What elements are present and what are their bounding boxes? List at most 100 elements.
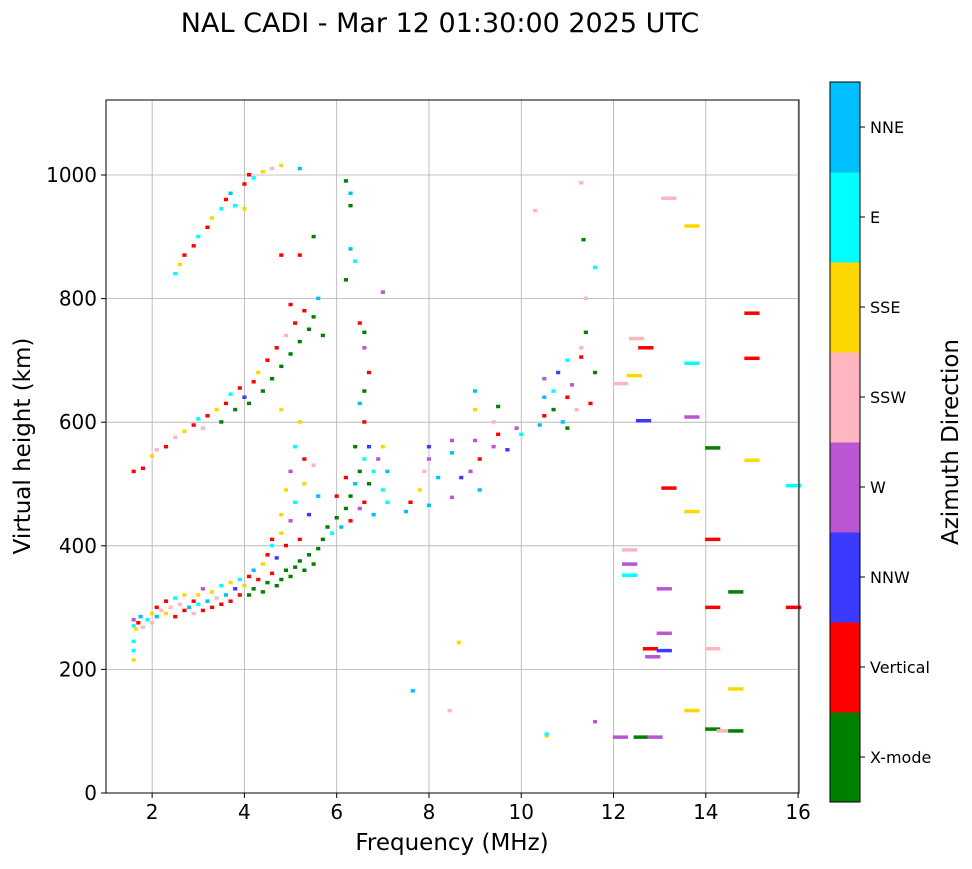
- data-point-vertical: [785, 605, 802, 610]
- data-point-nne: [449, 451, 455, 455]
- data-point-x-mode: [246, 593, 252, 597]
- data-point-x-mode: [219, 420, 224, 424]
- data-point-sse: [163, 611, 169, 616]
- data-point-vertical: [163, 599, 169, 603]
- data-point-vertical: [136, 621, 141, 625]
- data-point-nne: [436, 475, 441, 480]
- data-point-sse: [150, 611, 155, 616]
- data-point-sse: [182, 429, 187, 433]
- data-point-vertical: [223, 197, 229, 202]
- data-point-vertical: [283, 543, 289, 548]
- data-point-w: [357, 506, 362, 511]
- colorbar-tick-label: SSW: [870, 388, 906, 407]
- data-point-ssw: [200, 426, 205, 430]
- data-point-x-mode: [728, 729, 744, 733]
- data-point-e: [519, 432, 524, 437]
- data-point-nne: [410, 689, 415, 693]
- data-point-x-mode: [274, 583, 279, 588]
- data-point-vertical: [638, 346, 654, 350]
- x-tick-label: 14: [693, 800, 718, 824]
- data-point-w: [592, 719, 598, 724]
- data-point-ssw: [214, 596, 219, 600]
- data-point-sse: [380, 444, 385, 449]
- data-point-sse: [242, 583, 247, 588]
- data-point-nne: [228, 191, 233, 196]
- data-point-nne: [186, 605, 192, 610]
- data-point-e: [219, 583, 224, 588]
- data-point-w: [288, 469, 293, 474]
- data-point-w: [380, 290, 385, 294]
- data-point-sse: [177, 262, 182, 267]
- data-point-vertical: [293, 321, 298, 325]
- data-point-e: [219, 206, 224, 211]
- data-point-e: [684, 361, 700, 365]
- data-point-w: [656, 587, 672, 591]
- data-point-w: [569, 383, 575, 387]
- data-point-sse: [182, 593, 187, 597]
- data-point-sse: [210, 216, 215, 220]
- data-point-nnw: [426, 444, 432, 449]
- data-point-e: [565, 358, 570, 362]
- data-point-sse: [744, 458, 760, 463]
- data-point-vertical: [274, 346, 279, 350]
- data-point-nne: [348, 247, 353, 251]
- data-point-vertical: [705, 605, 721, 610]
- data-point-nne: [560, 420, 565, 424]
- data-point-vertical: [705, 537, 721, 542]
- colorbar-swatch: [830, 532, 860, 623]
- data-point-vertical: [131, 469, 136, 474]
- data-point-ssw: [622, 548, 638, 552]
- data-point-ssw: [533, 208, 538, 213]
- x-tick-label: 12: [601, 800, 626, 824]
- data-point-x-mode: [306, 327, 312, 331]
- data-point-nne: [138, 614, 143, 619]
- colorbar-tick-label: NNW: [870, 568, 910, 587]
- data-point-nne: [537, 423, 542, 427]
- data-point-x-mode: [265, 580, 270, 585]
- colorbar-swatch: [830, 172, 860, 263]
- data-point-vertical: [302, 308, 307, 313]
- data-point-x-mode: [260, 590, 265, 594]
- data-point-vertical: [173, 614, 178, 619]
- data-point-e: [330, 531, 335, 535]
- grid-lines: [106, 100, 799, 794]
- colorbar-swatch: [830, 262, 860, 353]
- data-point-sse: [684, 708, 700, 713]
- data-point-x-mode: [362, 330, 367, 335]
- data-point-vertical: [200, 608, 205, 613]
- data-point-vertical: [163, 444, 169, 449]
- data-point-nne: [371, 512, 376, 517]
- chart-title: NAL CADI - Mar 12 01:30:00 2025 UTC: [181, 8, 699, 39]
- x-tick-label: 4: [238, 800, 251, 824]
- data-point-vertical: [579, 355, 584, 359]
- data-point-nnw: [656, 648, 672, 653]
- data-point-e: [237, 577, 242, 582]
- data-point-vertical: [242, 182, 247, 186]
- data-point-x-mode: [316, 546, 321, 551]
- data-point-vertical: [744, 311, 760, 315]
- data-point-e: [131, 624, 136, 628]
- colorbar-tick-label: W: [870, 478, 886, 497]
- data-point-x-mode: [565, 426, 570, 430]
- data-point-vertical: [210, 605, 215, 610]
- data-point-sse: [283, 488, 289, 492]
- data-point-ssw: [270, 166, 275, 171]
- data-point-vertical: [154, 605, 159, 610]
- data-point-sse: [279, 512, 284, 517]
- data-point-w: [376, 457, 381, 461]
- colorbar-frame: [829, 81, 861, 803]
- data-point-sse: [256, 370, 261, 375]
- data-point-nne: [205, 599, 210, 603]
- data-point-sse: [302, 482, 307, 486]
- y-axis-label: Virtual height (km): [10, 338, 36, 555]
- data-point-e: [251, 176, 256, 180]
- data-point-w: [473, 438, 478, 443]
- data-point-vertical: [140, 466, 145, 471]
- data-point-sse: [626, 373, 642, 378]
- data-point-e: [233, 203, 238, 208]
- data-point-vertical: [297, 537, 302, 542]
- data-point-x-mode: [728, 590, 744, 594]
- data-point-vertical: [237, 593, 242, 597]
- data-point-x-mode: [496, 404, 501, 409]
- data-point-vertical: [542, 414, 547, 418]
